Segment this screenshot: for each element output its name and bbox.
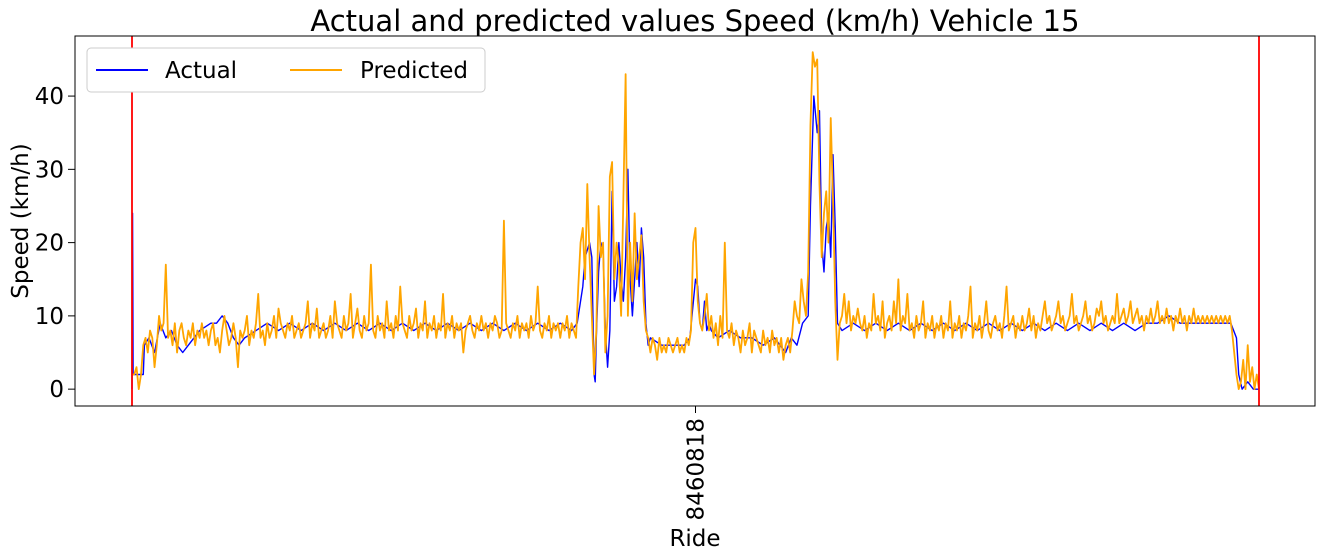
y-tick-label: 40 [35,84,64,110]
x-axis: 8460818 [684,406,710,520]
chart-title: Actual and predicted values Speed (km/h)… [310,4,1079,38]
y-tick-label: 20 [35,231,64,257]
x-axis-label: Ride [669,526,720,552]
y-tick-label: 0 [49,377,64,403]
series-layer [131,51,1260,391]
y-tick-label: 30 [35,157,64,183]
y-tick-label: 10 [35,304,64,330]
ride-boundaries [131,36,1260,406]
y-axis: 0 10 20 30 40 [35,84,75,403]
legend-box [86,47,486,93]
plot-frame [75,36,1315,406]
legend: Actual Predicted [86,47,486,93]
plot-area [74,35,1316,407]
legend-label-predicted: Predicted [360,58,468,84]
x-tick-label: 8460818 [684,418,710,520]
y-axis-label: Speed (km/h) [8,143,34,298]
series-line-predicted [132,51,1260,391]
legend-label-actual: Actual [165,58,237,84]
